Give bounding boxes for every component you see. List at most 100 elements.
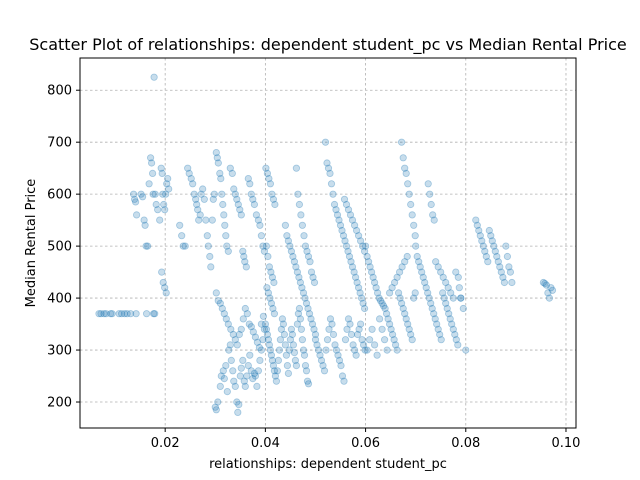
scatter-point	[162, 190, 170, 198]
scatter-point	[447, 289, 455, 297]
scatter-point	[284, 369, 292, 377]
scatter-point	[452, 268, 460, 276]
scatter-point	[545, 294, 554, 302]
scatter-point	[293, 268, 301, 276]
scatter-point	[350, 221, 359, 229]
scatter-point	[227, 325, 235, 333]
scatter-point	[163, 180, 171, 188]
scatter-point	[287, 247, 295, 255]
scatter-point	[344, 247, 352, 255]
scatter-point	[142, 242, 150, 250]
scatter-point	[322, 346, 330, 354]
scatter-point	[221, 221, 229, 229]
scatter-point	[401, 258, 409, 266]
scatter-point	[265, 175, 273, 183]
scatter-point	[282, 351, 290, 359]
scatter-point	[413, 252, 421, 261]
scatter-point	[244, 361, 252, 370]
scatter-point	[397, 138, 406, 146]
scatter-point	[385, 289, 394, 297]
scatter-point	[230, 377, 238, 385]
scatter-point	[329, 330, 338, 339]
scatter-point	[310, 278, 319, 287]
scatter-point	[271, 372, 279, 380]
scatter-point	[506, 268, 514, 276]
scatter-point	[266, 180, 274, 188]
scatter-point	[395, 268, 404, 276]
scatter-point	[411, 232, 419, 240]
scatter-point	[260, 247, 268, 255]
scatter-point	[484, 258, 492, 266]
scatter-point	[267, 299, 275, 307]
scatter-point	[286, 242, 294, 250]
scatter-point	[407, 330, 415, 339]
scatter-point	[257, 320, 265, 328]
scatter-point	[373, 351, 381, 359]
scatter-point	[249, 374, 257, 383]
scatter-point	[384, 315, 392, 323]
scatter-point	[298, 284, 306, 292]
scatter-point	[267, 268, 275, 276]
scatter-point	[388, 284, 396, 292]
scatter-point	[302, 367, 311, 375]
scatter-point	[336, 221, 345, 229]
scatter-point	[292, 361, 300, 370]
scatter-point	[298, 221, 306, 229]
scatter-point	[393, 346, 401, 354]
scatter-point	[346, 211, 355, 219]
scatter-point	[281, 221, 289, 229]
scatter-point	[301, 361, 310, 370]
scatter-point	[404, 180, 412, 188]
scatter-point	[454, 273, 462, 281]
scatter-point	[266, 346, 274, 354]
scatter-point	[401, 310, 409, 318]
scatter-point	[264, 252, 272, 261]
scatter-point	[426, 190, 434, 198]
scatter-point	[310, 325, 318, 333]
scatter-point	[478, 237, 486, 245]
scatter-point	[158, 268, 166, 276]
scatter-point	[345, 252, 354, 261]
scatter-point	[443, 304, 451, 313]
scatter-point	[542, 281, 551, 289]
scatter-point	[355, 325, 363, 333]
scatter-point	[332, 346, 341, 354]
scatter-point	[159, 190, 167, 198]
scatter-point	[240, 377, 248, 385]
scatter-point	[246, 351, 254, 359]
scatter-point	[263, 330, 271, 339]
scatter-point	[290, 258, 298, 266]
chart-title: Scatter Plot of relationships: dependent…	[29, 35, 626, 55]
scatter-point	[304, 252, 313, 261]
scatter-point	[294, 310, 302, 318]
scatter-point	[204, 242, 212, 250]
scatter-point	[334, 351, 342, 359]
scatter-point	[264, 289, 272, 297]
scatter-point	[194, 206, 202, 214]
scatter-point	[311, 330, 320, 339]
scatter-point	[281, 341, 289, 349]
scatter-point	[446, 315, 454, 323]
scatter-point	[244, 175, 252, 183]
scatter-point	[494, 258, 502, 266]
scatter-point	[271, 200, 279, 209]
scatter-point	[451, 330, 459, 339]
scatter-point	[227, 356, 235, 364]
scatter-point	[290, 348, 298, 357]
scatter-point	[493, 252, 501, 261]
scatter-point	[326, 169, 334, 177]
scatter-point	[268, 190, 276, 198]
scatter-point	[237, 364, 245, 372]
scatter-point	[241, 382, 249, 390]
scatter-point	[481, 247, 489, 255]
scatter-point	[151, 190, 159, 198]
scatter-point	[473, 221, 481, 229]
scatter-point	[430, 216, 438, 224]
scatter-point	[216, 382, 224, 390]
scatter-point	[247, 190, 255, 198]
scatter-point	[455, 284, 463, 292]
scatter-point	[225, 346, 233, 354]
scatter-point	[343, 325, 351, 333]
scatter-point	[436, 330, 444, 339]
scatter-point	[328, 320, 336, 328]
